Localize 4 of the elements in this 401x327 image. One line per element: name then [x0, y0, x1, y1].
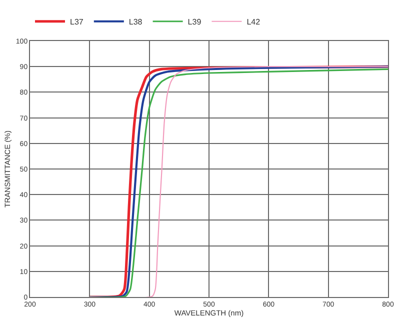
legend-label: L39	[188, 18, 202, 26]
legend-label: L42	[246, 18, 261, 26]
legend-label: L38	[128, 18, 143, 26]
legend-label: L37	[70, 18, 84, 26]
